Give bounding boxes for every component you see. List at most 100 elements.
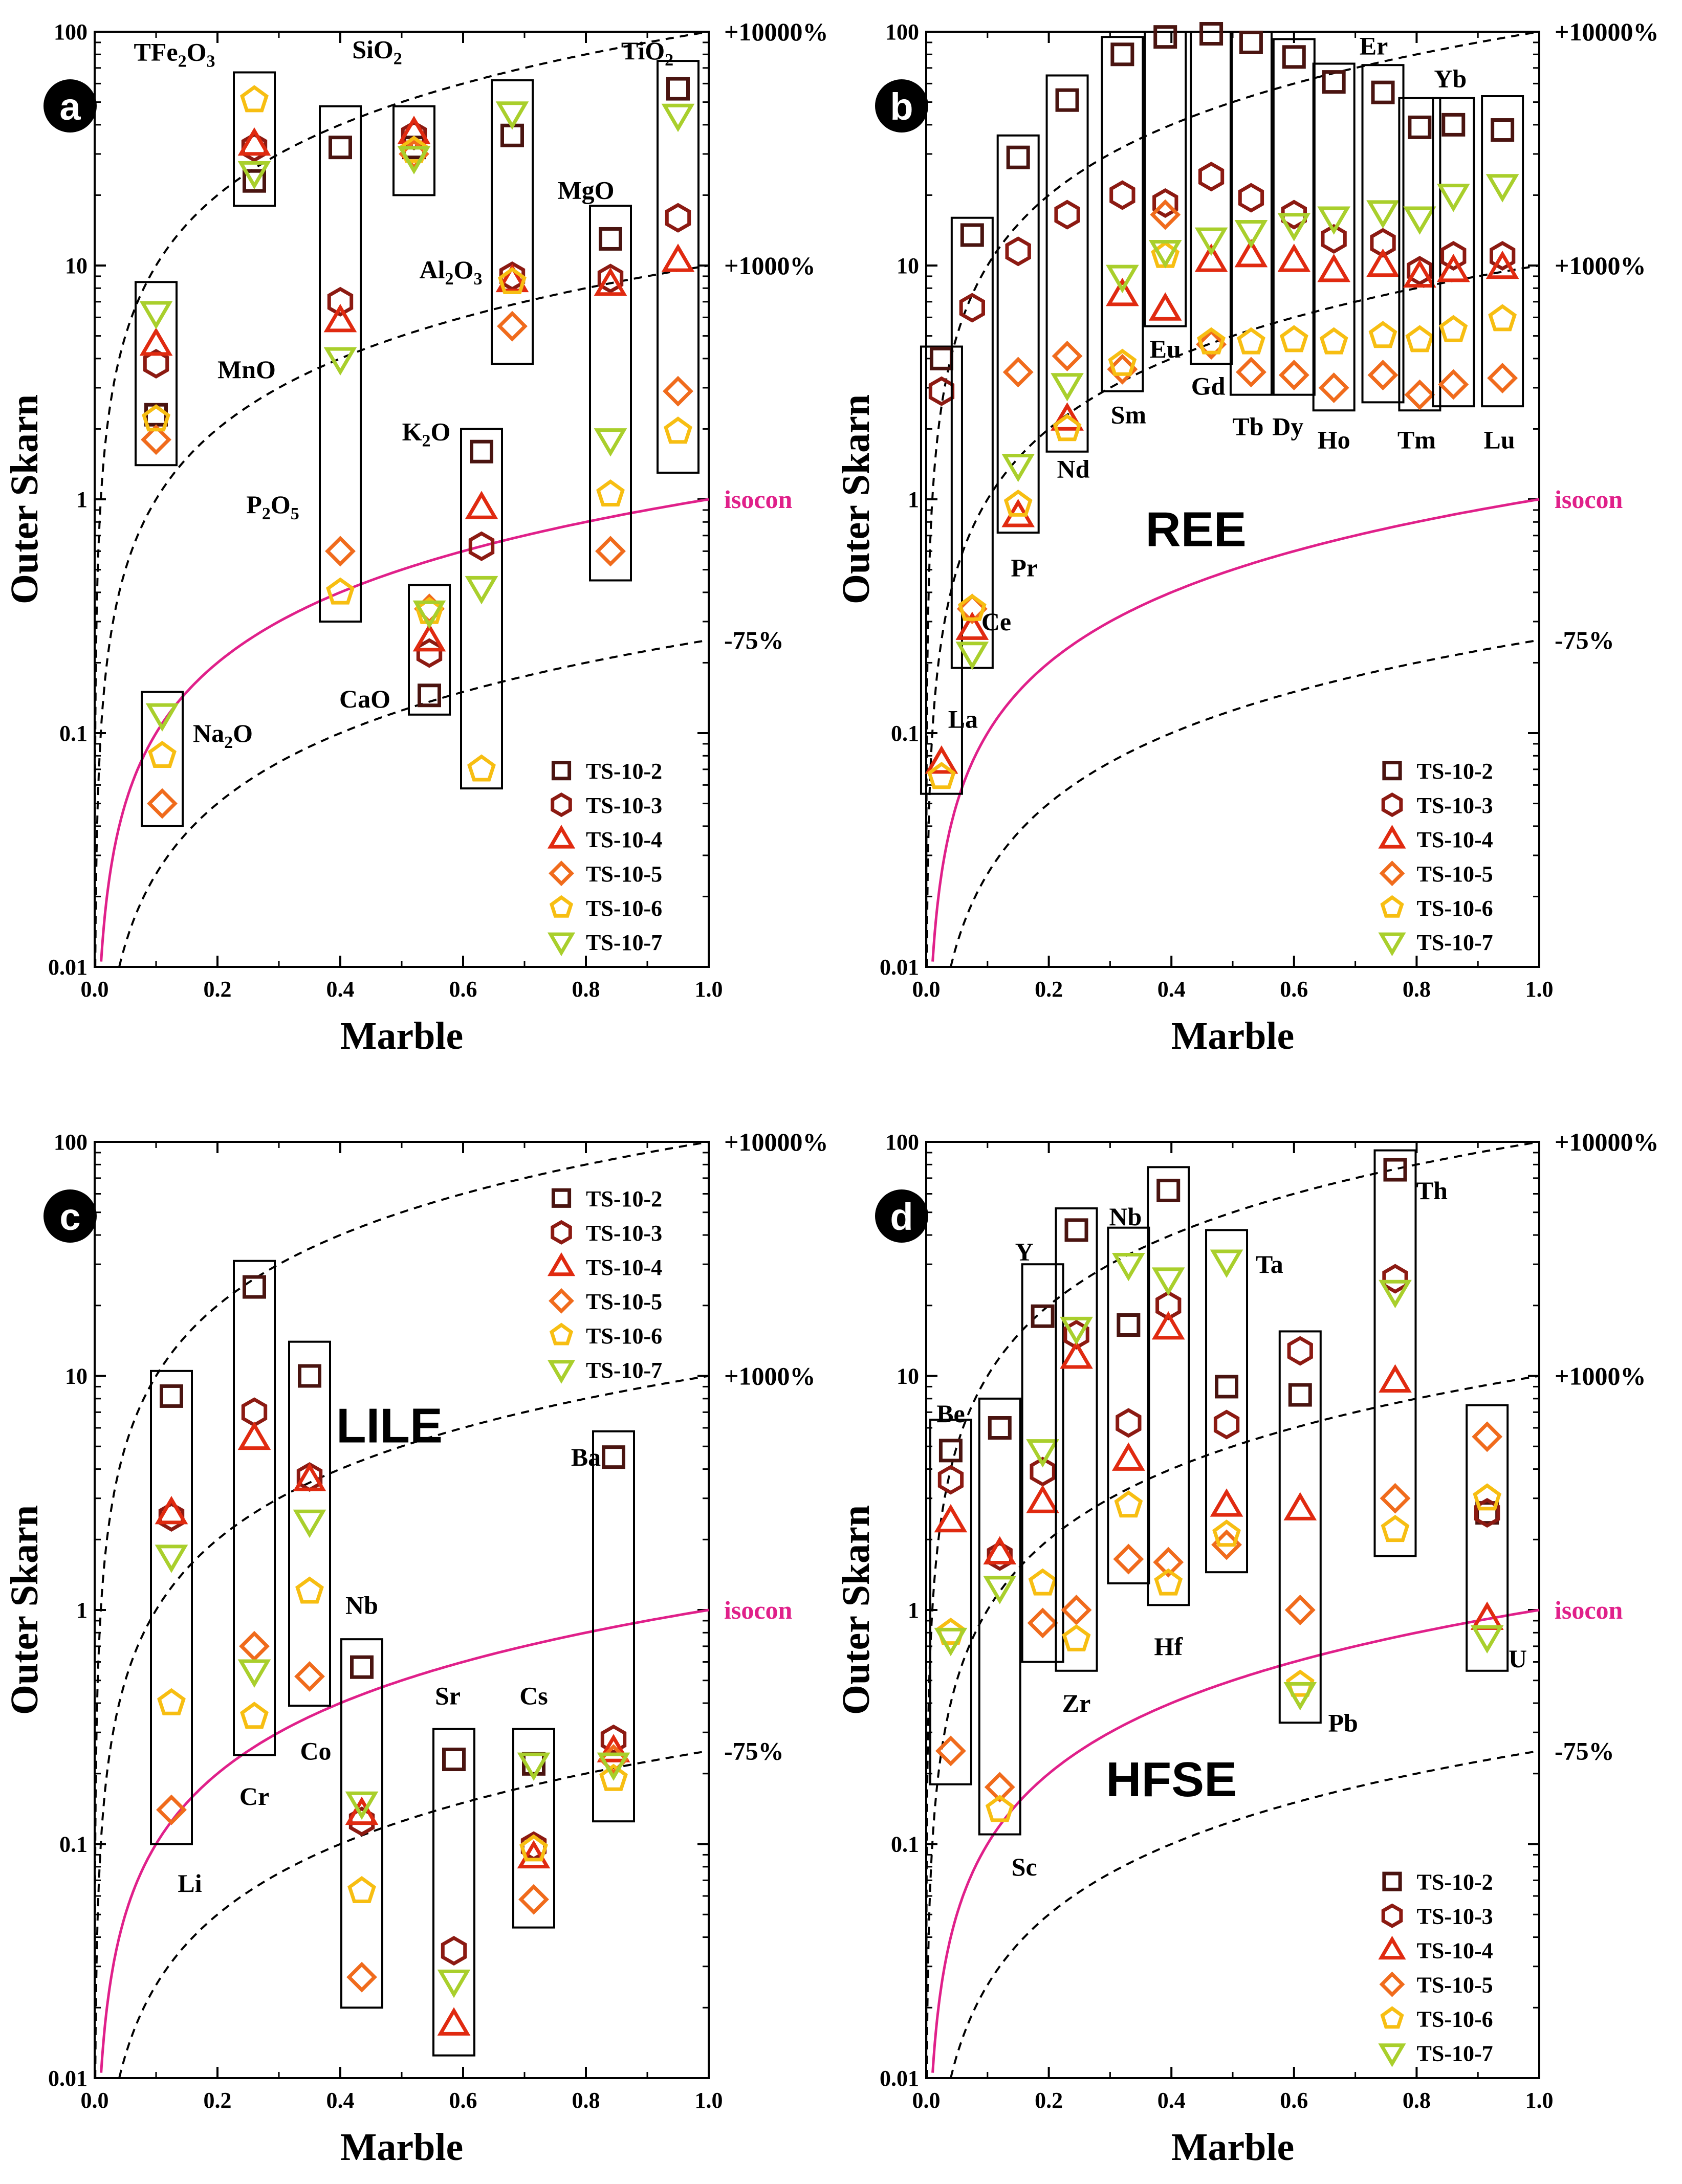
element-label-main: P — [246, 490, 262, 519]
panel-letter: a — [59, 85, 81, 128]
element-range-box — [340, 1638, 383, 2009]
element-group: MgO — [557, 176, 632, 582]
data-point — [985, 1795, 1014, 1822]
data-point — [1441, 113, 1466, 137]
element-label: Zr — [1062, 1689, 1091, 1717]
y-tick-label: 1 — [76, 487, 88, 512]
element-label: Nb — [345, 1591, 378, 1619]
element-label-tail: O — [454, 255, 474, 284]
legend-marker — [549, 861, 574, 887]
y-tick-label: 0.1 — [891, 721, 919, 746]
element-group: SiO2 — [352, 35, 435, 196]
data-point — [347, 1876, 376, 1903]
panel-b: 0.01 0.1 1 10 100 0.0 0.2 0.4 0.6 0.8 1.0 Marble Out… — [835, 17, 1659, 1057]
element-range-box — [1432, 97, 1475, 408]
element-label-main: TiO — [621, 36, 665, 65]
data-point — [442, 1748, 466, 1772]
element-label: Eu — [1150, 335, 1181, 363]
data-point — [597, 1734, 630, 1762]
data-point — [1486, 250, 1519, 279]
element-label-sub: 3 — [207, 52, 215, 71]
data-point — [1283, 1492, 1317, 1520]
element-label-sub: 5 — [291, 504, 299, 523]
data-point — [595, 536, 626, 567]
reference-line-isocon — [100, 1608, 709, 2073]
data-point — [984, 1772, 1015, 1803]
element-range-box — [929, 1419, 972, 1785]
reference-line-10000 — [94, 1141, 709, 2056]
data-point — [1060, 1316, 1093, 1345]
y-tick-label: 1 — [908, 487, 919, 512]
data-point — [1490, 241, 1516, 271]
element-group: Pb — [1278, 1330, 1358, 1737]
data-point — [1439, 315, 1468, 342]
panel-c: 0.01 0.1 1 10 100 0.0 0.2 0.4 0.6 0.8 1.0 Marble Out… — [3, 1128, 828, 2169]
element-range-box — [141, 691, 184, 827]
data-point — [959, 293, 985, 323]
element-group: Li — [150, 1370, 202, 1898]
data-point — [1026, 1439, 1059, 1468]
plot-frame — [925, 1141, 1540, 2079]
legend-label: TS-10-2 — [586, 1186, 662, 1211]
data-point — [1380, 1483, 1411, 1514]
x-tick-label: 0.0 — [912, 2088, 941, 2113]
data-point — [1288, 1383, 1312, 1407]
data-point — [1470, 1625, 1504, 1654]
legend-label: TS-10-6 — [1416, 2007, 1493, 2032]
data-point — [1109, 180, 1135, 210]
data-point — [1322, 70, 1346, 94]
data-point — [1403, 259, 1436, 288]
reference-line-label: isocon — [724, 1596, 793, 1624]
element-label-sub: 2 — [262, 504, 271, 523]
element-label: Ta — [1256, 1250, 1283, 1278]
legend-label: TS-10-6 — [1416, 896, 1493, 921]
legend-marker — [1380, 2006, 1404, 2029]
data-point — [1150, 199, 1181, 230]
data-point — [345, 1796, 379, 1825]
data-point — [1284, 1595, 1316, 1625]
data-point — [298, 1364, 321, 1388]
legend-marker — [549, 1322, 574, 1345]
data-point — [1486, 174, 1519, 203]
element-label: U — [1509, 1644, 1527, 1673]
data-point — [239, 1630, 270, 1662]
legend-marker — [1382, 1871, 1402, 1891]
data-point — [160, 1384, 183, 1408]
data-point — [1379, 1279, 1412, 1309]
legend: TS-10-2 TS-10-3 TS-10-4 TS-10-5 TS-10-6 TS-10… — [1378, 1870, 1493, 2067]
element-range-box — [1101, 36, 1144, 392]
x-tick-label: 0.2 — [1035, 2088, 1063, 2113]
data-point — [145, 703, 179, 732]
legend-label: TS-10-4 — [586, 827, 662, 852]
data-point — [955, 642, 989, 670]
legend-label: TS-10-5 — [1416, 862, 1493, 887]
legend-label: TS-10-3 — [586, 793, 662, 818]
reference-line-label: +10000% — [1555, 1128, 1659, 1156]
element-range-box — [150, 1370, 193, 1845]
data-point — [1285, 1669, 1315, 1697]
data-point — [1215, 1375, 1239, 1399]
element-range-box — [978, 1397, 1021, 1836]
element-group: Be — [929, 1399, 972, 1785]
element-group: Ho — [1312, 62, 1356, 454]
legend: TS-10-2 TS-10-3 TS-10-4 TS-10-5 TS-10-6 TS-10… — [547, 759, 662, 957]
element-label-main: Na — [193, 719, 224, 747]
data-point — [1438, 369, 1469, 400]
x-axis-label: Marble — [1171, 2126, 1295, 2169]
data-point — [938, 1439, 963, 1463]
data-point — [664, 416, 692, 444]
element-label-main: Al — [420, 255, 445, 284]
data-point — [437, 1969, 471, 1998]
y-tick-label: 0.01 — [880, 955, 919, 980]
element-label: SiO2 — [352, 35, 402, 69]
element-label: Nb — [1109, 1202, 1142, 1231]
x-tick-label: 0.8 — [572, 977, 600, 1002]
data-point — [237, 127, 271, 156]
element-range-box — [1205, 1229, 1249, 1574]
data-point — [988, 1416, 1012, 1440]
element-range-box — [135, 281, 178, 467]
panel-a: 0.01 0.1 1 10 100 0.0 0.2 0.4 0.6 0.8 1.0 Marble Out… — [3, 17, 828, 1057]
legend-label: TS-10-6 — [586, 896, 662, 921]
legend-marker — [1379, 861, 1405, 887]
element-group: Cs — [512, 1682, 555, 1929]
